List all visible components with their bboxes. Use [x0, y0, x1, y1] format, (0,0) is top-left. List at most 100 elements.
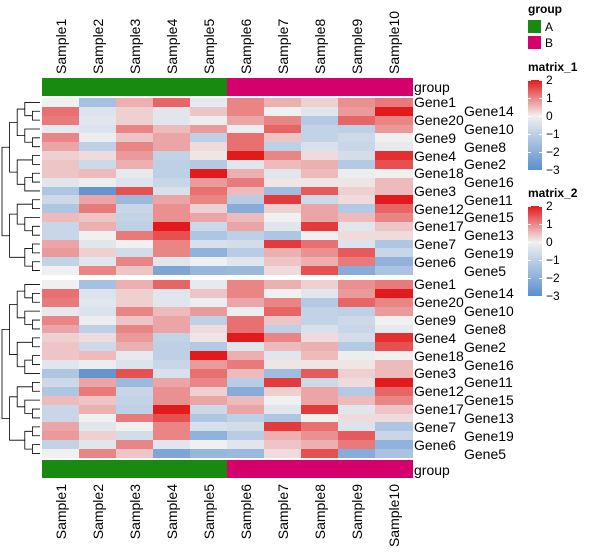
heatmap-cell — [153, 257, 191, 267]
heatmap-cell — [375, 369, 413, 379]
legend-tick — [528, 98, 531, 99]
heatmap-cell — [375, 213, 413, 223]
column-label-top: Sample10 — [385, 10, 402, 74]
heatmap-cell — [375, 230, 413, 241]
heatmap-cell — [153, 351, 191, 361]
heatmap-cell — [116, 124, 154, 134]
heatmap-cell — [264, 324, 302, 334]
row-label: Gene4 — [414, 147, 457, 164]
heatmap-cell — [190, 351, 228, 361]
heatmap-cell — [338, 221, 376, 232]
column-label-top: Sample9 — [348, 18, 365, 74]
heatmap-cell — [264, 115, 302, 126]
heatmap-cell — [42, 369, 80, 379]
heatmap-cell — [227, 106, 265, 117]
row-label: Gene6 — [414, 436, 457, 453]
heatmap-cell — [301, 257, 339, 267]
heatmap-cell — [375, 195, 413, 205]
heatmap-cell — [79, 431, 117, 441]
row-label: Gene12 — [414, 383, 464, 400]
heatmap-cell — [338, 377, 376, 388]
heatmap-cell — [42, 230, 80, 241]
heatmap-cell — [42, 257, 80, 267]
heatmap-cell — [153, 230, 191, 241]
heatmap-cell — [338, 204, 376, 214]
heatmap-cell — [375, 239, 413, 249]
heatmap-cell — [264, 431, 302, 441]
heatmap-cell — [301, 404, 339, 414]
heatmap-cell — [42, 195, 80, 205]
heatmap-cell — [153, 440, 191, 450]
heatmap-cell — [153, 431, 191, 441]
heatmap-cell — [227, 177, 265, 187]
row-label: Gene1 — [414, 94, 457, 111]
heatmap-cell — [153, 395, 191, 406]
heatmap-cell — [42, 333, 80, 343]
heatmap-cell — [375, 98, 413, 108]
heatmap-cell — [375, 257, 413, 267]
heatmap-cell — [227, 404, 265, 414]
heatmap-cell — [116, 413, 154, 423]
heatmap-cell — [190, 177, 228, 187]
heatmap-cell — [79, 186, 117, 196]
row-label: Gene1 — [414, 276, 457, 293]
heatmap-cell — [190, 431, 228, 441]
top-annotation-cell — [190, 78, 228, 96]
bottom-annotation-cell — [153, 460, 191, 478]
top-annotation-cell — [301, 78, 339, 96]
heatmap-cell — [116, 280, 154, 290]
heatmap-cell — [116, 151, 154, 161]
heatmap-cell — [42, 186, 80, 196]
heatmap-cell — [153, 422, 191, 432]
heatmap-cell — [301, 159, 339, 170]
heatmap-cell — [153, 315, 191, 325]
heatmap-cell — [79, 151, 117, 161]
heatmap-cell — [264, 168, 302, 179]
heatmap-cell — [116, 342, 154, 352]
heatmap-cell — [338, 98, 376, 108]
heatmap-cell — [79, 98, 117, 108]
heatmap-cell — [227, 449, 265, 459]
heatmap-cell — [79, 221, 117, 232]
row-label: Gene10 — [464, 303, 514, 320]
heatmap-cell — [227, 213, 265, 223]
heatmap-cell — [375, 315, 413, 325]
heatmap-cell — [116, 239, 154, 249]
heatmap-cell — [338, 195, 376, 205]
heatmap-cell — [116, 195, 154, 205]
heatmap-cell — [190, 195, 228, 205]
heatmap-cell — [42, 248, 80, 258]
row-label: Gene16 — [464, 356, 514, 373]
heatmap-cell — [190, 168, 228, 179]
heatmap-cell — [190, 142, 228, 152]
heatmap-cell — [190, 159, 228, 170]
heatmap-cell — [79, 449, 117, 459]
row-label: Gene20 — [414, 112, 464, 129]
heatmap-cell — [153, 280, 191, 290]
heatmap-cell — [301, 333, 339, 343]
heatmap-cell — [190, 440, 228, 450]
heatmap-cell — [301, 248, 339, 258]
heatmap-cell — [79, 133, 117, 143]
dendrogram-branch — [1, 329, 10, 419]
heatmap-cell — [227, 395, 265, 406]
legend-matrix-1-colorbar — [528, 80, 542, 170]
top-annotation-cell — [264, 78, 302, 96]
row-label: Gene2 — [464, 156, 507, 173]
bottom-annotation-cell — [116, 460, 154, 478]
legend-tick-label: −1 — [546, 127, 560, 141]
heatmap-cell — [301, 386, 339, 397]
row-label: Gene8 — [464, 138, 507, 155]
row-label: Gene17 — [414, 218, 464, 235]
heatmap-cell — [301, 151, 339, 161]
heatmap-cell — [301, 98, 339, 108]
dendrogram-branch — [1, 146, 10, 237]
heatmap-cell — [264, 239, 302, 249]
heatmap-cell — [116, 395, 154, 406]
legend-tick-label: −2 — [546, 145, 560, 159]
heatmap-cell — [227, 306, 265, 317]
legend-tick — [528, 296, 531, 297]
heatmap-cell — [116, 297, 154, 308]
bottom-annotation-cell — [79, 460, 117, 478]
heatmap-cell — [153, 98, 191, 108]
